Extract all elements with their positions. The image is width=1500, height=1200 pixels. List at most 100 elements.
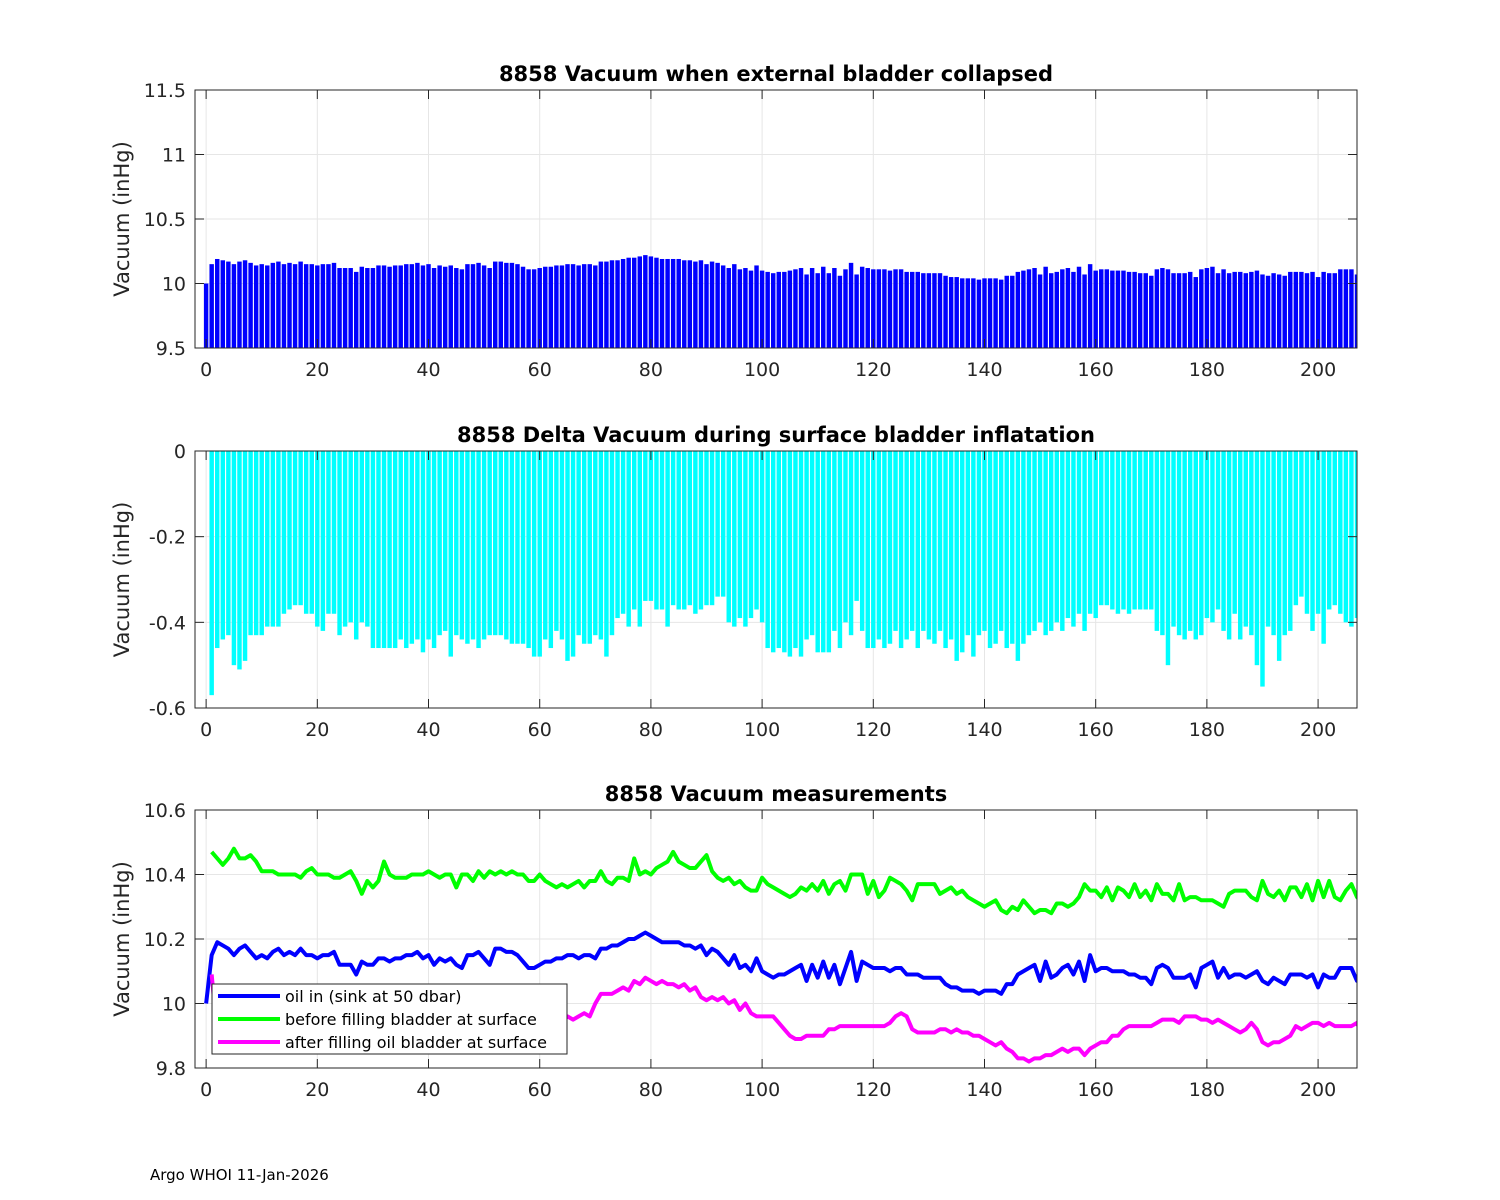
bar xyxy=(465,264,470,348)
bar xyxy=(548,266,554,348)
bar xyxy=(737,451,743,619)
bar xyxy=(1021,270,1026,348)
bar xyxy=(637,256,643,348)
bar xyxy=(1232,451,1237,614)
bar xyxy=(431,451,437,649)
bar xyxy=(504,262,509,348)
bar xyxy=(843,269,848,348)
bar xyxy=(520,266,526,348)
bar xyxy=(1110,451,1115,610)
x-tick-label: 120 xyxy=(855,719,891,741)
bar xyxy=(926,273,932,348)
bar xyxy=(915,451,920,649)
bar xyxy=(1176,451,1182,636)
bar xyxy=(1238,271,1243,348)
bar xyxy=(565,451,570,661)
bar xyxy=(593,451,598,636)
bar xyxy=(415,262,420,348)
bar xyxy=(615,451,620,619)
bar xyxy=(670,258,676,348)
bar xyxy=(326,451,331,614)
bar xyxy=(821,266,826,348)
bar xyxy=(504,451,509,640)
bar xyxy=(1065,268,1071,348)
bar xyxy=(404,451,409,649)
footer-label: Argo WHOI 11-Jan-2026 xyxy=(150,1166,329,1184)
bar xyxy=(859,266,865,348)
bar xyxy=(370,268,376,348)
bar xyxy=(765,271,770,348)
bar xyxy=(687,260,693,348)
bar xyxy=(1193,277,1198,348)
bar xyxy=(1076,451,1082,614)
bar xyxy=(626,257,631,348)
bar xyxy=(1232,271,1237,348)
bar xyxy=(854,274,859,348)
bar xyxy=(309,264,314,348)
bar xyxy=(687,451,693,606)
legend-label: after filling oil bladder at surface xyxy=(285,1033,547,1052)
bar xyxy=(776,271,782,348)
bar xyxy=(826,451,832,653)
bar xyxy=(1010,451,1015,644)
bar xyxy=(1115,270,1121,348)
bar xyxy=(1271,273,1276,348)
bar xyxy=(1099,269,1104,348)
y-tick-label: -0.2 xyxy=(149,527,186,549)
bar xyxy=(954,451,959,661)
bar xyxy=(998,279,1004,348)
bar xyxy=(1210,266,1215,348)
bar xyxy=(932,451,937,644)
bar xyxy=(331,451,337,614)
bar xyxy=(982,278,987,348)
bar xyxy=(248,451,253,636)
bar xyxy=(759,270,765,348)
bar xyxy=(1060,269,1065,348)
bar xyxy=(515,451,520,644)
x-tick-label: 120 xyxy=(855,1079,891,1101)
bar xyxy=(276,261,281,348)
bar xyxy=(454,268,459,348)
bar xyxy=(253,265,259,348)
bar xyxy=(654,451,659,610)
bar xyxy=(209,451,214,696)
bar xyxy=(559,265,565,348)
bar xyxy=(515,264,520,348)
bar xyxy=(748,270,754,348)
bar xyxy=(354,271,359,348)
bar xyxy=(487,268,492,348)
bar xyxy=(971,451,976,657)
x-tick-label: 120 xyxy=(855,359,891,381)
bar xyxy=(376,451,381,649)
bar xyxy=(1366,274,1370,348)
bar xyxy=(1071,271,1076,348)
bar xyxy=(1276,451,1282,661)
bar xyxy=(1121,451,1126,610)
bar xyxy=(1282,451,1287,636)
bar xyxy=(1326,451,1332,610)
bar xyxy=(1199,269,1204,348)
bar xyxy=(1215,273,1221,348)
bar xyxy=(904,271,909,348)
bar xyxy=(604,451,609,657)
chart-title: 8858 Vacuum when external bladder collap… xyxy=(499,62,1053,86)
bar xyxy=(320,451,326,631)
bar xyxy=(726,451,731,623)
bar xyxy=(342,268,348,348)
bar xyxy=(770,451,776,653)
bar xyxy=(882,451,887,649)
bar xyxy=(342,451,348,627)
bar xyxy=(1354,274,1357,348)
bar xyxy=(1299,451,1304,597)
bar xyxy=(1143,273,1148,348)
bar xyxy=(871,451,876,649)
bar xyxy=(1254,270,1260,348)
x-tick-label: 40 xyxy=(416,1079,440,1101)
bar xyxy=(1265,275,1271,348)
bar xyxy=(971,278,976,348)
bar xyxy=(387,266,392,348)
bar xyxy=(570,451,576,657)
data-layer xyxy=(209,451,1357,696)
bar xyxy=(887,270,893,348)
bar xyxy=(259,451,264,636)
